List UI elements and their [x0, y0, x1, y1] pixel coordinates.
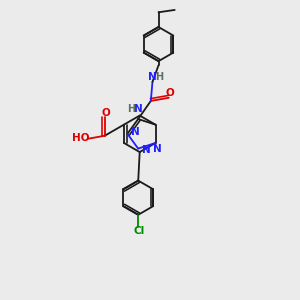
Text: O: O [166, 88, 175, 98]
Text: O: O [102, 108, 110, 118]
Text: N: N [148, 72, 156, 82]
Text: Cl: Cl [133, 226, 144, 236]
Text: N: N [142, 145, 151, 155]
Text: N: N [131, 127, 140, 137]
Text: N: N [153, 144, 161, 154]
Text: H: H [127, 104, 135, 114]
Text: H: H [155, 72, 163, 82]
Text: N: N [134, 104, 142, 114]
Text: HO: HO [72, 133, 89, 143]
